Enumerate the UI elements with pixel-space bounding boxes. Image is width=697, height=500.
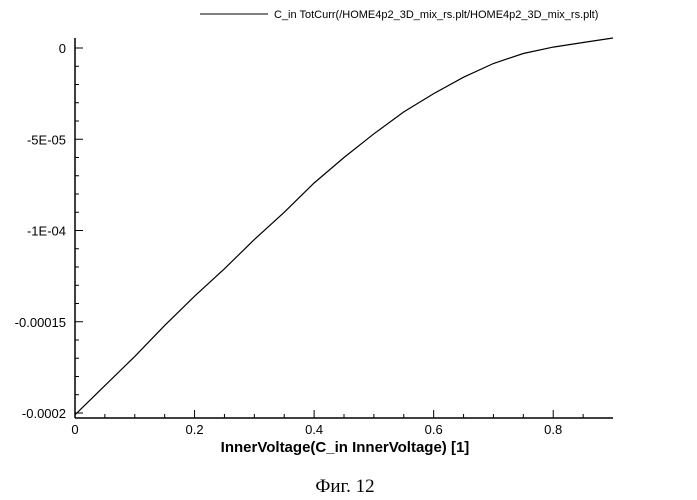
x-axis-title: InnerVoltage(C_in InnerVoltage) [1] — [221, 439, 470, 456]
series-line — [75, 38, 613, 415]
figure-caption: Фиг. 12 — [315, 476, 374, 497]
x-tick-label: 0.8 — [544, 422, 562, 437]
legend: C_in TotCurr(/HOME4p2_3D_mix_rs.plt/HOME… — [200, 9, 598, 21]
y-tick-label: -0.0002 — [22, 406, 66, 421]
plot-area: 0 -5E-05 -1E-04 -0.00015 -0.0002 0 0.2 0.4 0.6 0.… — [15, 38, 613, 437]
y-tick-label: -5E-05 — [27, 132, 66, 147]
y-tick-label: 0 — [59, 41, 66, 56]
x-tick-label: 0.4 — [305, 422, 323, 437]
y-tick-label: -0.00015 — [15, 315, 66, 330]
legend-label: C_in TotCurr(/HOME4p2_3D_mix_rs.plt/HOME… — [274, 9, 598, 21]
y-tick-label: -1E-04 — [27, 224, 66, 239]
x-tick-label: 0 — [71, 422, 78, 437]
x-tick-label: 0.2 — [186, 422, 204, 437]
x-tick-label: 0.6 — [425, 422, 443, 437]
